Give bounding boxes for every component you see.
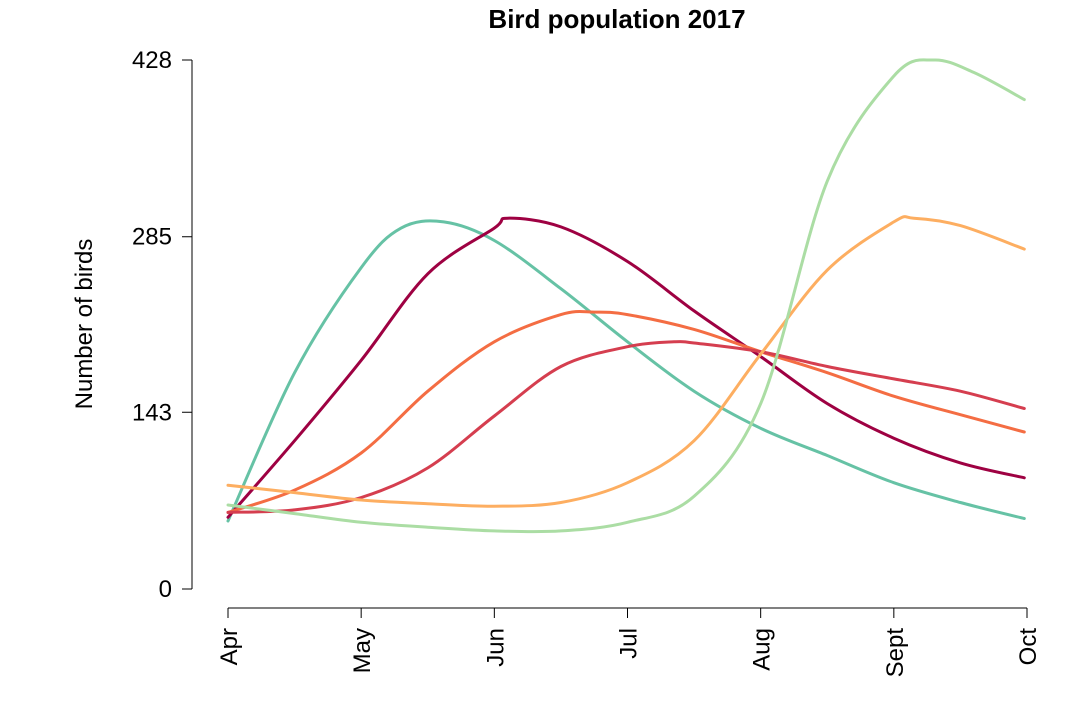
y-tick-label: 428 <box>132 47 172 74</box>
y-tick-label: 0 <box>159 576 172 603</box>
y-tick-label: 285 <box>132 224 172 251</box>
x-axis: Apr May Jun Jul Aug Sept Oct <box>216 607 1042 678</box>
x-tick-label: Sept <box>882 628 909 678</box>
x-tick-label: Jul <box>616 628 643 659</box>
series-line-5 <box>226 215 1026 508</box>
chart-title: Bird population 2017 <box>488 4 745 34</box>
y-tick-label: 143 <box>132 399 172 426</box>
x-tick-label: Oct <box>1015 628 1042 666</box>
series-line-6 <box>226 58 1026 534</box>
series-line-4 <box>226 339 1026 514</box>
x-tick-label: Apr <box>216 628 243 665</box>
series-line-2 <box>226 216 1026 519</box>
y-axis: 0 143 285 428 <box>132 47 193 603</box>
series-line-1 <box>226 219 1026 523</box>
series-line-3 <box>226 310 1026 514</box>
x-tick-label: Jun <box>482 628 509 667</box>
series-lines <box>226 58 1026 534</box>
x-tick-label: Aug <box>749 628 776 671</box>
x-tick-label: May <box>349 628 376 673</box>
y-axis-title: Number of birds <box>71 239 98 410</box>
